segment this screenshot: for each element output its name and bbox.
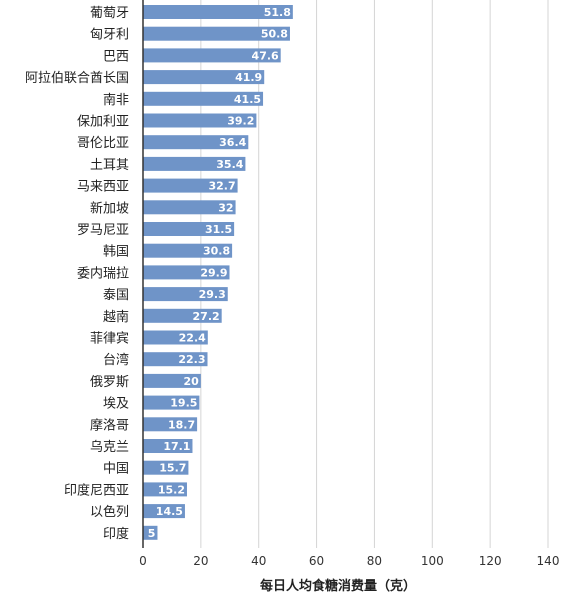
bar	[143, 178, 238, 193]
category-label: 印度	[103, 526, 129, 542]
data-label: 22.3	[178, 353, 205, 366]
category-label: 摩洛哥	[90, 417, 129, 433]
bar	[143, 482, 187, 497]
category-label: 越南	[103, 309, 129, 325]
x-tick-label: 100	[421, 554, 444, 568]
category-label: 罗马尼亚	[77, 223, 129, 238]
bar	[143, 113, 257, 128]
data-label: 30.8	[203, 245, 230, 258]
category-label: 马来西亚	[77, 180, 129, 195]
category-label: 以色列	[90, 504, 129, 520]
data-label: 41.9	[235, 71, 262, 84]
x-axis-title: 每日人均食糖消费量（克）	[260, 578, 416, 594]
data-label: 14.5	[156, 505, 183, 518]
bar	[143, 243, 233, 258]
bar	[143, 48, 281, 63]
x-tick-label: 120	[479, 554, 502, 568]
data-label: 51.8	[264, 6, 291, 19]
bar	[143, 135, 249, 150]
bar	[143, 200, 236, 215]
data-label: 18.7	[168, 418, 195, 431]
data-label: 39.2	[227, 115, 254, 128]
category-label: 葡萄牙	[90, 6, 129, 21]
category-labels: 葡萄牙匈牙利巴西阿拉伯联合酋长国南非保加利亚哥伦比亚土耳其马来西亚新加坡罗马尼亚…	[25, 6, 129, 542]
bar	[143, 417, 198, 432]
bars: 51.8 50.8 47.6 41.9 41.5 39.2 36.4 35.4 32.7 32 31…	[143, 5, 293, 540]
category-label: 埃及	[103, 397, 129, 412]
category-label: 印度尼西亚	[64, 482, 129, 498]
data-label: 29.3	[199, 288, 226, 301]
data-label: 5	[148, 527, 156, 540]
category-label: 泰国	[103, 288, 129, 303]
bar	[143, 439, 193, 453]
data-label: 19.5	[170, 397, 197, 410]
x-tick-label: 140	[537, 554, 560, 568]
x-tick-label: 80	[367, 554, 382, 568]
bar	[143, 287, 228, 302]
category-label: 土耳其	[90, 158, 129, 173]
data-label: 32	[218, 201, 233, 214]
data-label: 15.2	[158, 483, 185, 496]
category-label: 匈牙利	[90, 28, 129, 43]
data-label: 35.4	[216, 158, 243, 171]
data-label: 15.7	[159, 462, 186, 475]
bar	[143, 330, 208, 345]
category-label: 韩国	[103, 245, 129, 260]
category-label: 台湾	[103, 352, 129, 368]
category-label: 巴西	[103, 49, 129, 64]
x-tick-label: 40	[251, 554, 266, 568]
bar	[143, 265, 230, 280]
category-label: 南非	[103, 92, 129, 108]
category-label: 菲律宾	[90, 331, 129, 347]
data-label: 50.8	[261, 28, 288, 41]
data-label: 20	[184, 375, 200, 388]
category-label: 乌克兰	[90, 439, 129, 455]
x-tick-labels: 0 20 40 60 80 100 120 140	[139, 554, 559, 568]
x-tick-label: 60	[309, 554, 324, 568]
category-label: 俄罗斯	[90, 375, 129, 390]
category-label: 保加利亚	[77, 115, 129, 130]
data-label: 32.7	[208, 180, 235, 193]
category-label: 中国	[103, 462, 129, 477]
bar	[143, 222, 235, 236]
data-label: 41.5	[234, 93, 261, 106]
data-label: 17.1	[163, 440, 190, 453]
data-label: 47.6	[252, 49, 279, 62]
data-label: 31.5	[205, 223, 232, 236]
category-label: 哥伦比亚	[77, 136, 129, 151]
data-label: 29.9	[200, 266, 227, 279]
bar	[143, 26, 290, 41]
gridlines	[200, 0, 549, 548]
bar	[143, 91, 264, 106]
bar	[143, 5, 293, 19]
x-tick-label: 0	[139, 554, 147, 568]
bar	[143, 395, 200, 410]
bar	[143, 70, 265, 85]
bar	[143, 156, 246, 171]
data-label: 22.4	[179, 332, 206, 345]
bar	[143, 373, 201, 388]
bar	[143, 352, 208, 367]
data-label: 27.2	[193, 310, 220, 323]
bar	[143, 460, 189, 475]
bar	[143, 308, 222, 323]
x-tick-label: 20	[193, 554, 208, 568]
bar	[143, 504, 185, 519]
bar	[143, 525, 158, 540]
data-label: 36.4	[219, 136, 246, 149]
category-label: 委内瑞拉	[77, 265, 129, 281]
category-label: 阿拉伯联合酋长国	[25, 70, 129, 86]
category-label: 新加坡	[90, 200, 129, 216]
